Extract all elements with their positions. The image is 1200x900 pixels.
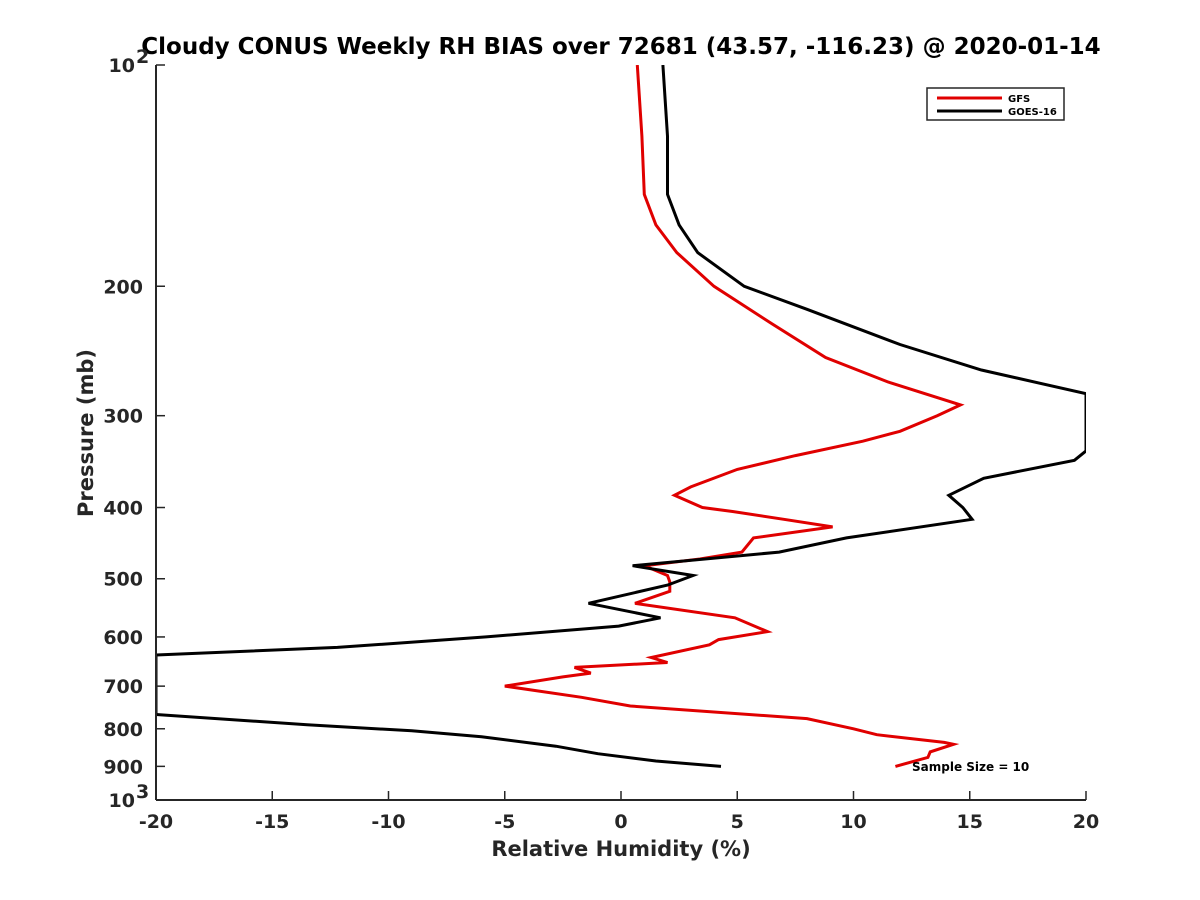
x-tick-label: 10 bbox=[840, 811, 866, 833]
series-line-gfs bbox=[504, 65, 965, 768]
series-line-goes-16 bbox=[156, 65, 1086, 768]
sample-size-annotation: Sample Size = 10 bbox=[912, 760, 1029, 774]
y-tick-exponent: 3 bbox=[136, 781, 149, 803]
chart-title: Cloudy CONUS Weekly RH BIAS over 72681 (… bbox=[141, 34, 1100, 60]
y-tick-label: 400 bbox=[103, 498, 143, 520]
x-axis-label: Relative Humidity (%) bbox=[491, 837, 750, 861]
x-tick-label: 5 bbox=[731, 811, 744, 833]
legend-label-goes-16: GOES-16 bbox=[1008, 107, 1057, 118]
y-tick-label: 900 bbox=[103, 756, 143, 778]
y-tick-exponent: 2 bbox=[136, 46, 149, 68]
y-tick-label: 800 bbox=[103, 719, 143, 741]
legend-box bbox=[926, 87, 1065, 121]
y-tick-label: 700 bbox=[103, 676, 143, 698]
y-tick-label: 200 bbox=[103, 276, 143, 298]
y-tick-label: 10 bbox=[109, 790, 135, 812]
x-tick-label: -20 bbox=[139, 811, 173, 833]
y-tick-label: 500 bbox=[103, 569, 143, 591]
x-tick-label: 15 bbox=[957, 811, 983, 833]
x-tick-label: -15 bbox=[255, 811, 289, 833]
y-tick-label: 10 bbox=[109, 55, 135, 77]
legend-label-gfs: GFS bbox=[1008, 94, 1030, 105]
y-tick-label: 600 bbox=[103, 627, 143, 649]
y-tick-label: 300 bbox=[103, 406, 143, 428]
legend: GFS GOES-16 bbox=[926, 87, 1065, 121]
x-tick-label: -10 bbox=[371, 811, 405, 833]
x-tick-label: 20 bbox=[1073, 811, 1099, 833]
y-axis-label: Pressure (mb) bbox=[74, 349, 98, 517]
x-tick-label: -5 bbox=[494, 811, 515, 833]
x-tick-label: 0 bbox=[614, 811, 627, 833]
